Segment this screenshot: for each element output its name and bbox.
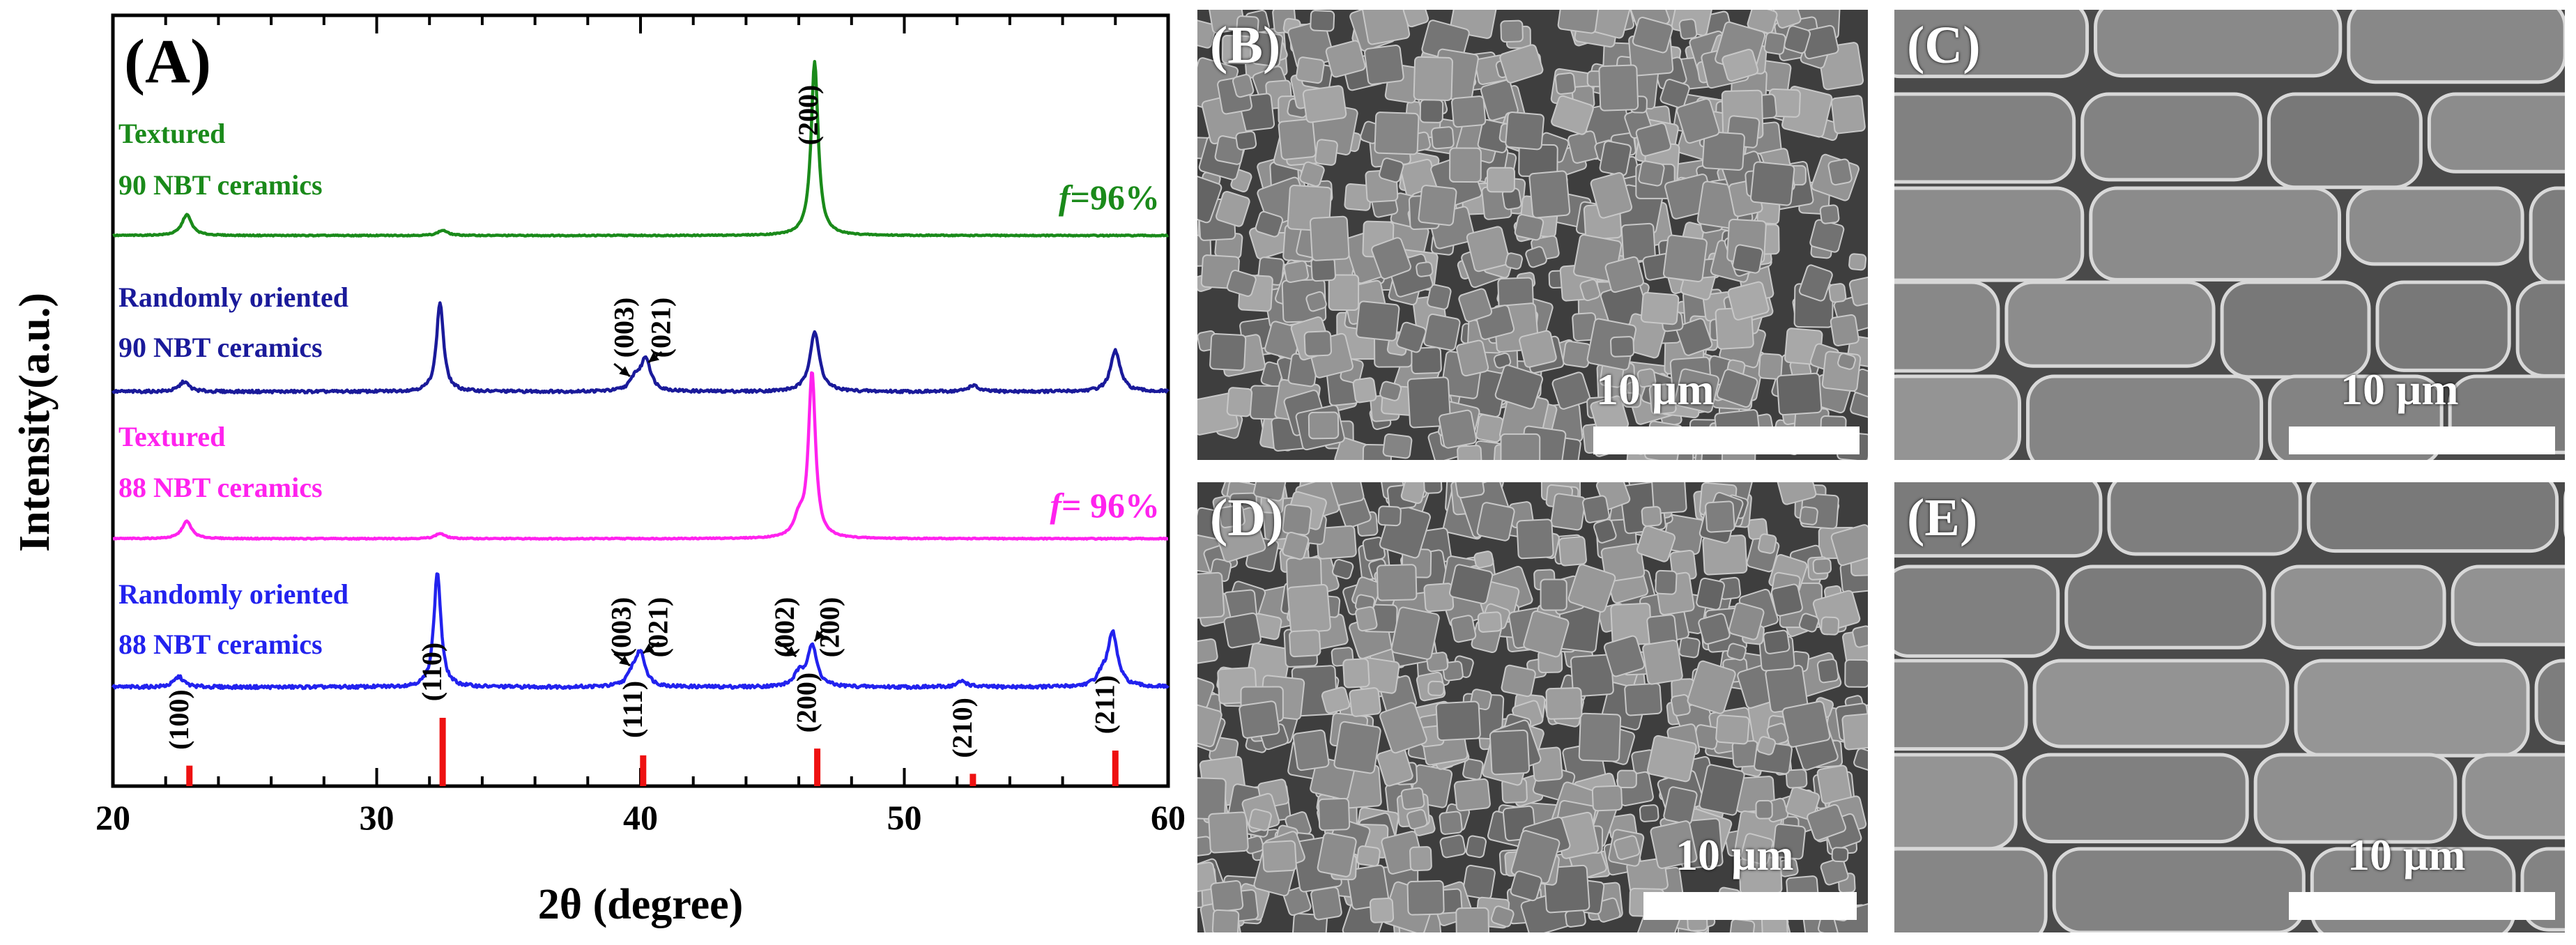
series-line [112,301,1170,394]
peak-index-label: (003) [606,597,637,658]
peak-index-label: (002) [769,597,800,658]
series-label-line: Randomly oriented [118,578,348,610]
peak-index-label: (200) [792,85,824,146]
peak-arrow-head [814,630,825,641]
reference-peak-label: (100) [163,689,194,750]
sem-panel-label-d: (D) [1210,489,1284,547]
series-label-line: 88 NBT ceramics [118,629,323,660]
sem-micrograph-b [1197,10,1868,460]
sem-image-d: (D) 10 μm [1197,482,1868,932]
texture-fraction-value: =96% [1071,178,1160,217]
texture-fraction-label: f= 96% [1050,486,1160,525]
peak-arrow-head [648,352,659,362]
series-label-line: Textured [118,118,225,149]
series-label-line: Textured [118,421,225,452]
peak-index-label: (200) [814,597,845,658]
x-tick-label: 40 [623,798,658,837]
reference-peak-label: (111) [617,681,648,738]
series-label-line: Randomly oriented [118,282,348,313]
xrd-series-1: Textured 90 NBT ceramics f=96% (200) [112,60,1170,238]
sem-panel-label-b: (B) [1210,16,1281,75]
scale-bar-text-c: 10 μm [2340,364,2459,414]
peak-arrow-head [619,655,630,666]
chart-panel-label: (A) [124,27,211,96]
peak-index-label: (021) [645,298,676,358]
scale-bar-e [2289,892,2555,920]
reference-peak-label: (211) [1089,675,1120,734]
reference-peak: (211) [1089,675,1120,786]
sem-panel-label-e: (E) [1907,489,1978,547]
sem-micrograph-e [1894,482,2565,932]
sem-micrograph-d [1197,482,1868,932]
series-line [112,371,1169,541]
texture-fraction-value: = 96% [1061,486,1160,525]
xrd-series-3: Textured 88 NBT ceramics f= 96% [112,371,1169,541]
x-tick-label: 50 [887,798,922,837]
series-label-line: 90 NBT ceramics [118,332,323,363]
scale-bar-c [2289,427,2555,454]
reference-peak-label: (210) [946,698,978,758]
sem-image-c: (C) 10 μm [1894,10,2565,460]
texture-fraction-symbol: f [1050,486,1064,525]
series-label-line: 88 NBT ceramics [118,472,323,503]
series-line [112,572,1170,691]
y-axis-label: Intensity(a.u.) [11,293,59,552]
peak-arrow [776,640,797,658]
reference-peak: (111) [617,681,648,786]
x-tick-label: 30 [360,798,394,837]
peak-arrow-head [785,646,797,656]
texture-fraction-label: f=96% [1059,178,1160,217]
reference-peak: (210) [946,698,978,786]
reference-peak-label: (200) [791,673,822,733]
peak-index-label: (003) [608,298,639,358]
peak-arrow [613,362,631,378]
sem-image-b: (B) 10 μm [1197,10,1868,460]
series-label-line: 90 NBT ceramics [118,169,323,201]
scale-bar-text-e: 10 μm [2347,830,2466,879]
peak-arrow [642,641,660,654]
sem-image-e: (E) 10 μm [1894,482,2565,932]
x-tick-label: 60 [1151,798,1185,837]
texture-fraction-symbol: f [1059,178,1073,217]
peak-arrow-head [619,366,630,376]
peak-arrow-head [643,643,654,653]
series-line [112,60,1170,238]
x-tick-label: 20 [95,798,130,837]
reference-peak: (100) [163,689,194,786]
scale-bar-text-b: 10 μm [1596,364,1715,414]
plot-frame [111,13,1170,788]
peak-arrow [647,351,663,364]
scale-bar-text-d: 10 μm [1676,830,1794,879]
reference-peak: (110) [416,643,447,786]
reference-peak: (200) [791,673,822,786]
scale-bar-b [1593,427,1860,454]
xrd-series-2: Randomly oriented 90 NBT ceramics (003) (02… [112,282,1170,394]
sem-panel-label-c: (C) [1907,16,1981,75]
reference-peak-label: (110) [416,643,447,701]
x-axis-label: 2θ (degree) [538,881,744,928]
scale-bar-d [1643,892,1857,920]
peak-arrow [613,652,631,667]
peak-arrow [813,630,825,642]
